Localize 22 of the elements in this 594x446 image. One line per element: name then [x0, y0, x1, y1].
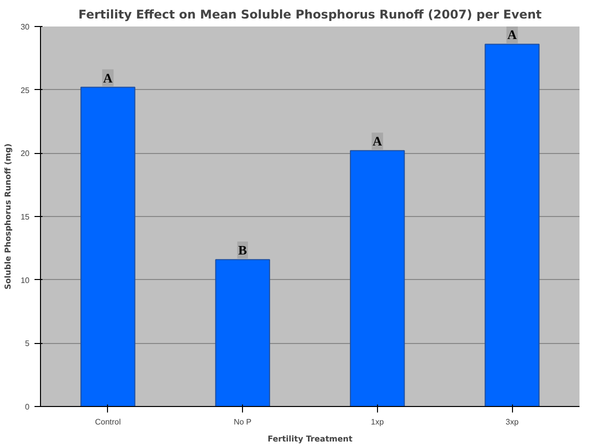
bar	[350, 150, 405, 406]
annotation: A	[103, 70, 114, 86]
y-tick-label: 25	[20, 86, 30, 95]
bar	[484, 44, 540, 406]
y-tick-label: 5	[25, 339, 30, 348]
annotation: A	[507, 27, 518, 42]
annotation: A	[372, 134, 383, 149]
y-tick-label: 15	[20, 212, 30, 222]
y-tick-label: 30	[20, 22, 30, 32]
x-axis-title: Fertility Treatment	[268, 434, 353, 444]
annotation: B	[238, 242, 248, 258]
x-tick-label: 1xp	[370, 418, 384, 426]
chart-title: Fertility Effect on Mean Soluble Phosphorus Runoff (2007) per Event	[78, 8, 542, 22]
bar	[215, 259, 270, 406]
bar	[80, 86, 136, 406]
y-tick-label: 20	[20, 149, 30, 158]
y-tick-label: 0	[25, 402, 30, 412]
x-tick-label: Control	[94, 418, 121, 426]
y-tick-label: 10	[20, 276, 30, 285]
x-tick-label: No P	[234, 418, 252, 426]
y-axis-title: Soluble Phosphorus Runoff (mg)	[4, 144, 13, 290]
x-tick-label: 3xp	[506, 418, 520, 426]
